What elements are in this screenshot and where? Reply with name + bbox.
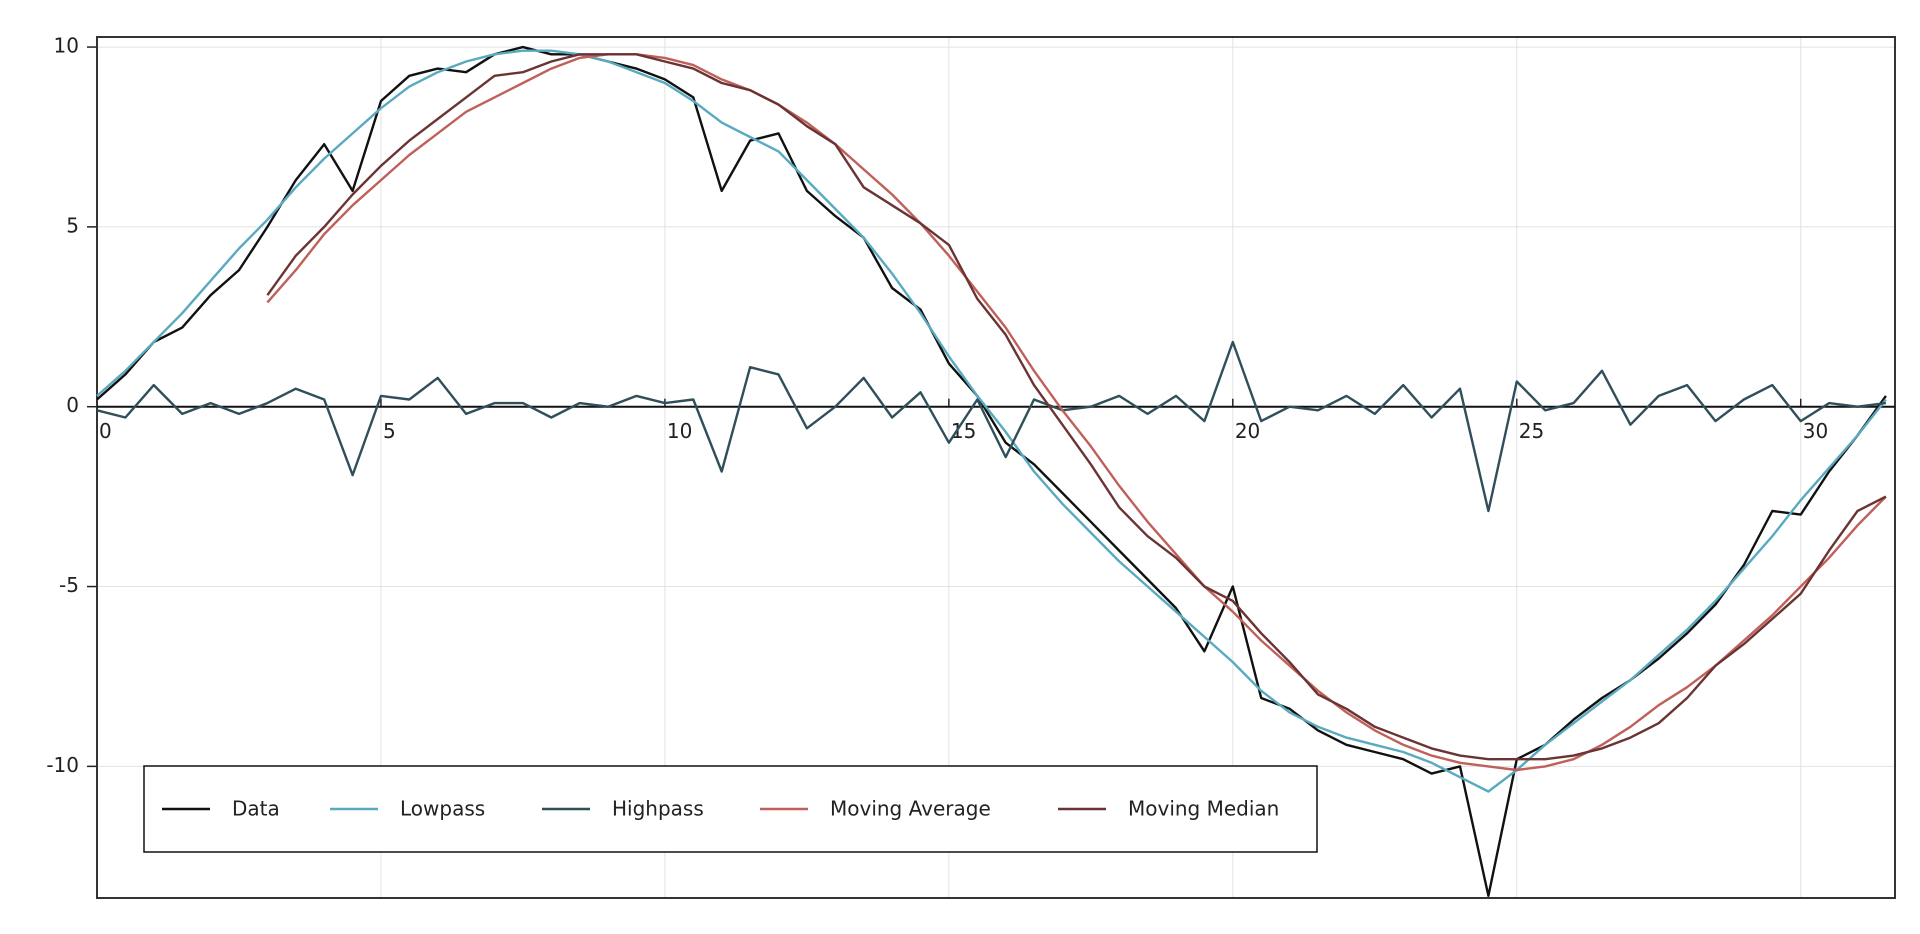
- legend-label: Lowpass: [400, 797, 485, 821]
- series-line: [266, 53, 1887, 772]
- legend: Data Lowpass Highpass Moving Average Moving …: [143, 765, 1318, 853]
- legend-label: Highpass: [612, 797, 704, 821]
- y-tick-label: -10: [46, 753, 79, 777]
- x-tick-label: 5: [383, 419, 396, 443]
- series-line: [96, 340, 1887, 513]
- plot-frame: [96, 36, 1896, 899]
- x-tick-label: 0: [99, 419, 112, 443]
- y-tick-label: 0: [66, 393, 79, 417]
- x-tick-label: 30: [1803, 419, 1828, 443]
- series-line: [96, 45, 1887, 897]
- y-tick-label: 10: [54, 34, 79, 58]
- y-tick-label: 5: [66, 213, 79, 237]
- series-line: [96, 49, 1887, 793]
- legend-label: Moving Average: [830, 797, 991, 821]
- y-tick-label: -5: [59, 573, 79, 597]
- x-tick-label: 25: [1519, 419, 1544, 443]
- legend-label: Data: [232, 797, 280, 821]
- legend-label: Moving Median: [1128, 797, 1279, 821]
- series-line: [266, 53, 1887, 761]
- x-tick-label: 20: [1235, 419, 1260, 443]
- x-tick-label: 10: [667, 419, 692, 443]
- x-tick-label: 15: [951, 419, 976, 443]
